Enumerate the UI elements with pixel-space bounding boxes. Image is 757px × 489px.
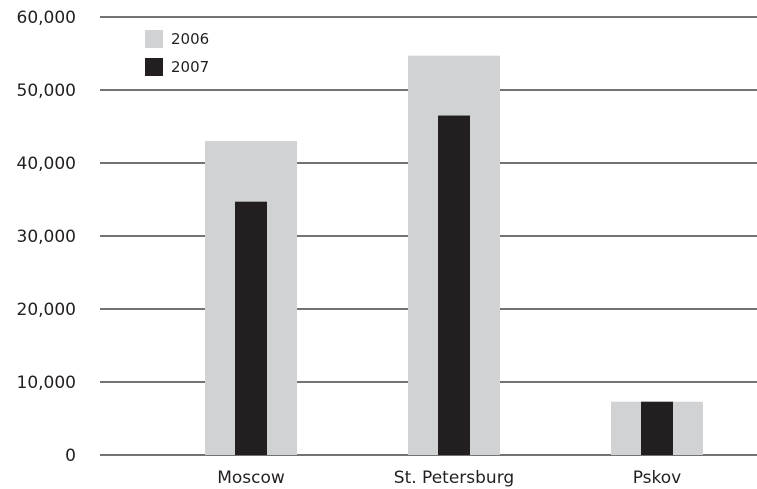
y-tick-label: 10,000 bbox=[17, 373, 76, 393]
x-category-label: St. Petersburg bbox=[394, 468, 514, 488]
y-tick-label: 20,000 bbox=[17, 300, 76, 320]
x-category-label: Moscow bbox=[217, 468, 285, 488]
legend-label-2006: 2006 bbox=[171, 30, 209, 48]
y-tick-label: 50,000 bbox=[17, 81, 76, 101]
y-tick-label: 60,000 bbox=[17, 8, 76, 28]
bar-2007-st-petersburg bbox=[438, 115, 470, 456]
bar-2007-pskov bbox=[641, 401, 673, 455]
y-tick-label: 0 bbox=[65, 446, 76, 466]
y-axis-tick-labels: 0 10,000 20,000 30,000 40,000 50,000 60,000 bbox=[17, 8, 76, 466]
x-category-label: Pskov bbox=[633, 468, 682, 488]
bar-2007-moscow bbox=[235, 201, 267, 455]
legend: 2006 2007 bbox=[145, 30, 209, 76]
legend-swatch-2007 bbox=[145, 58, 163, 76]
bars bbox=[205, 55, 703, 456]
y-tick-label: 40,000 bbox=[17, 154, 76, 174]
x-axis-category-labels: Moscow St. Petersburg Pskov bbox=[217, 468, 681, 488]
legend-label-2007: 2007 bbox=[171, 58, 209, 76]
y-tick-label: 30,000 bbox=[17, 227, 76, 247]
legend-swatch-2006 bbox=[145, 30, 163, 48]
